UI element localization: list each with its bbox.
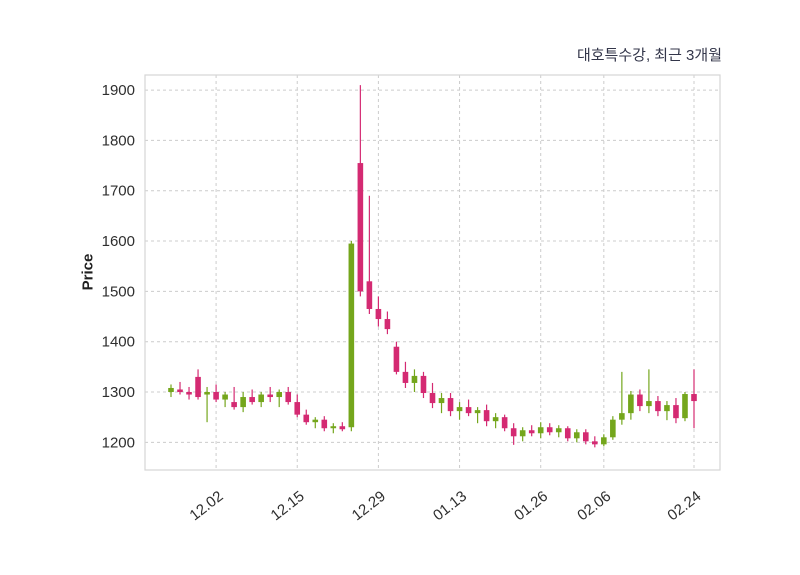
- candle: [240, 392, 246, 413]
- candle: [294, 394, 301, 418]
- candle: [285, 386, 292, 405]
- candle: [691, 369, 697, 429]
- candle: [366, 195, 373, 315]
- candle: [438, 393, 445, 414]
- candle: [321, 416, 328, 432]
- x-axis-tick-labels: 12.02 12.15 12.29 01.13 01.26 02.06 02.24: [186, 488, 704, 525]
- x-tick-label: 12.02: [186, 488, 226, 525]
- candle: [303, 409, 310, 425]
- candle: [312, 417, 319, 429]
- candle: [646, 369, 652, 414]
- x-tick-label: 02.24: [664, 488, 704, 525]
- chart-title: 대호특수강, 최근 3개월: [576, 47, 722, 64]
- y-tick-label: 1900: [102, 82, 135, 99]
- candle: [258, 392, 264, 408]
- candle: [339, 422, 346, 432]
- candle: [465, 399, 472, 417]
- candle: [222, 392, 228, 408]
- candle: [655, 396, 661, 417]
- candle: [276, 389, 283, 408]
- y-tick-label: 1500: [102, 283, 135, 300]
- candle: [213, 384, 219, 403]
- candle: [682, 392, 688, 422]
- candle: [537, 422, 544, 439]
- y-axis-tick-labels: 1200 1300 1400 1500 1600 1700 1800 1900: [102, 82, 135, 451]
- candle: [483, 404, 490, 427]
- candle: [492, 413, 499, 429]
- y-tick-label: 1600: [102, 233, 135, 250]
- y-tick-label: 1800: [102, 132, 135, 149]
- candle: [204, 386, 210, 423]
- candle: [375, 296, 382, 327]
- candle: [402, 361, 409, 388]
- candle: [664, 401, 670, 421]
- candle: [528, 425, 535, 437]
- candle: [429, 382, 436, 409]
- candle: [330, 423, 337, 434]
- candle: [186, 386, 192, 400]
- candle: [546, 423, 553, 436]
- candles: [168, 85, 697, 448]
- candle: [637, 389, 643, 412]
- candle: [510, 423, 517, 445]
- candle: [628, 391, 634, 420]
- candle: [519, 427, 526, 442]
- candle: [610, 416, 616, 440]
- candle: [231, 386, 237, 410]
- candle: [393, 341, 400, 375]
- candle: [501, 414, 508, 432]
- y-tick-label: 1700: [102, 183, 135, 200]
- candle: [249, 389, 255, 405]
- candle: [592, 436, 598, 448]
- x-tick-label: 02.06: [574, 488, 614, 525]
- candle: [384, 311, 391, 335]
- candle: [474, 407, 481, 424]
- x-tick-label: 01.13: [430, 488, 470, 525]
- candle: [195, 369, 201, 400]
- candle: [420, 371, 427, 399]
- candle: [177, 381, 183, 395]
- y-tick-label: 1200: [102, 434, 135, 451]
- y-tick-label: 1400: [102, 334, 135, 351]
- y-axis-label: Price: [79, 253, 97, 291]
- candle: [267, 386, 273, 403]
- candle: [673, 398, 679, 424]
- candle: [601, 434, 607, 447]
- candle: [582, 429, 589, 445]
- candle: [411, 369, 418, 393]
- candle: [447, 393, 454, 417]
- x-tick-label: 01.26: [511, 488, 551, 525]
- candle: [573, 429, 580, 443]
- candle: [456, 402, 463, 420]
- candle: [564, 426, 571, 442]
- candle: [357, 85, 364, 297]
- x-tick-label: 12.29: [349, 488, 389, 525]
- grid-lines: [145, 75, 720, 470]
- candle: [348, 241, 355, 432]
- candle: [168, 384, 174, 398]
- x-tick-label: 12.15: [268, 488, 308, 525]
- y-tick-label: 1300: [102, 384, 135, 401]
- candle: [619, 371, 625, 425]
- plot-frame: [144, 74, 721, 471]
- candle: [555, 425, 562, 438]
